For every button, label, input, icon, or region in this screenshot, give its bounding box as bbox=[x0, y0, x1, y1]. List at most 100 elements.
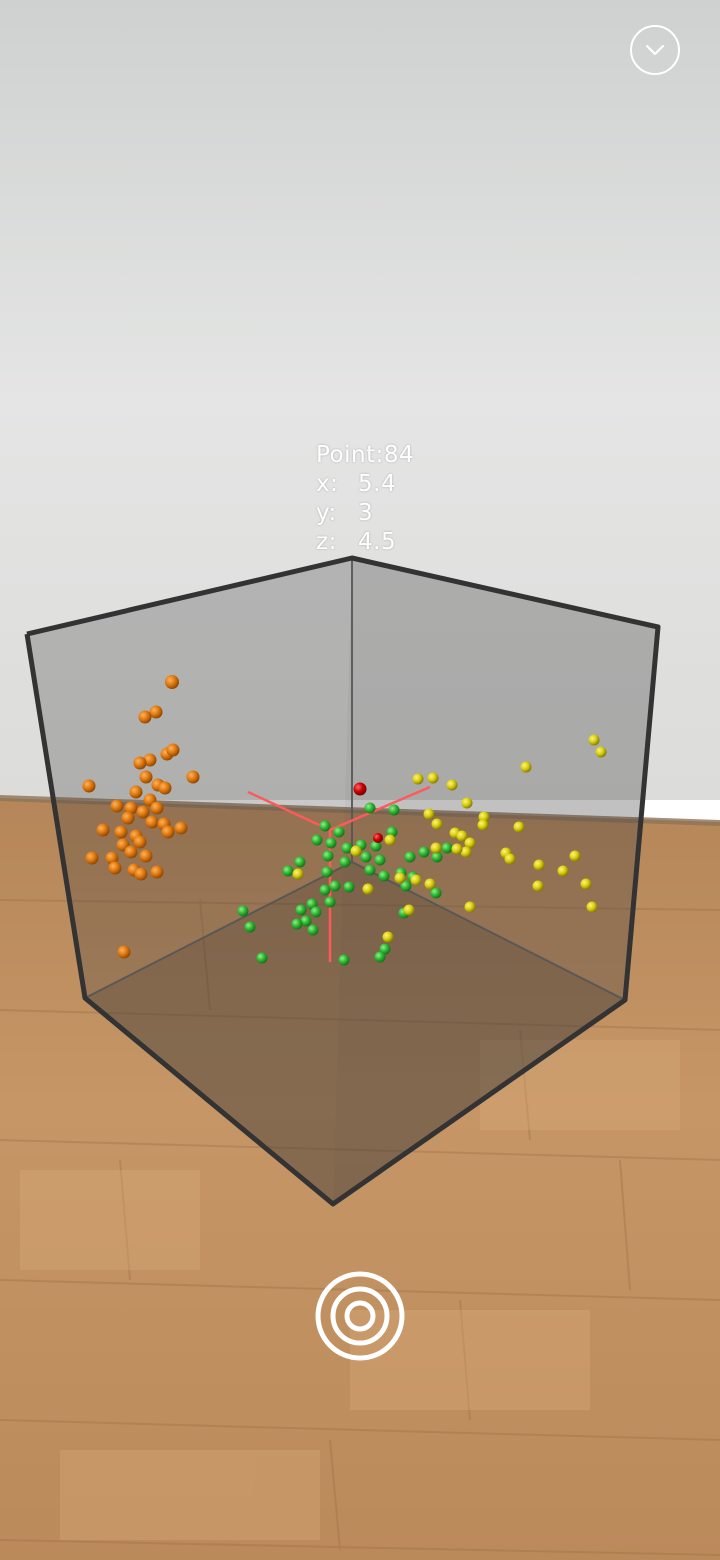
data-point-sphere bbox=[412, 773, 424, 785]
collapse-button[interactable] bbox=[630, 25, 680, 75]
data-point-sphere bbox=[114, 825, 128, 839]
data-point-sphere bbox=[430, 842, 442, 854]
point-row: Point: 84 bbox=[316, 441, 414, 470]
data-point-sphere bbox=[161, 825, 175, 839]
data-point-sphere bbox=[319, 820, 331, 832]
data-point-sphere bbox=[343, 881, 355, 893]
z-row: z: 4.5 bbox=[316, 528, 414, 557]
data-point-sphere bbox=[588, 734, 600, 746]
data-point-sphere bbox=[136, 805, 150, 819]
data-point-sphere bbox=[244, 921, 256, 933]
data-point-sphere bbox=[388, 804, 400, 816]
data-point-sphere bbox=[382, 931, 394, 943]
data-point-sphere bbox=[129, 785, 143, 799]
data-point-sphere bbox=[460, 846, 472, 858]
data-point-sphere bbox=[360, 851, 372, 863]
data-point-sphere bbox=[513, 821, 525, 833]
data-point-sphere bbox=[237, 905, 249, 917]
x-value: 5.4 bbox=[358, 471, 397, 497]
data-point-sphere bbox=[319, 884, 331, 896]
data-point-sphere bbox=[158, 781, 172, 795]
data-point-sphere bbox=[329, 880, 341, 892]
data-point-sphere bbox=[532, 880, 544, 892]
data-point-sphere bbox=[311, 834, 323, 846]
data-point-sphere bbox=[300, 915, 312, 927]
data-point-sphere bbox=[557, 865, 569, 877]
data-point-sphere bbox=[124, 845, 138, 859]
data-point-sphere bbox=[291, 918, 303, 930]
data-point-sphere bbox=[256, 952, 268, 964]
data-point-sphere bbox=[307, 924, 319, 936]
data-point-sphere bbox=[353, 782, 367, 796]
data-point-sphere bbox=[166, 743, 180, 757]
yellow-cluster bbox=[292, 734, 607, 943]
data-point-sphere bbox=[150, 865, 164, 879]
point-readout: Point: 84 x: 5.4 y: 3 z: 4.5 bbox=[316, 441, 414, 557]
data-point-sphere bbox=[477, 819, 489, 831]
data-point-sphere bbox=[423, 808, 435, 820]
data-point-sphere bbox=[149, 705, 163, 719]
data-point-sphere bbox=[427, 772, 439, 784]
data-point-sphere bbox=[108, 861, 122, 875]
data-point-sphere bbox=[186, 770, 200, 784]
data-point-sphere bbox=[400, 880, 412, 892]
data-point-sphere bbox=[374, 854, 386, 866]
data-point-sphere bbox=[110, 799, 124, 813]
x-label: x: bbox=[316, 471, 339, 497]
data-point-sphere bbox=[174, 821, 188, 835]
data-point-sphere bbox=[364, 864, 376, 876]
point-number: 84 bbox=[383, 442, 415, 468]
data-point-sphere bbox=[478, 811, 490, 823]
data-point-sphere bbox=[456, 830, 468, 842]
floor-background bbox=[0, 795, 720, 1560]
data-point-sphere bbox=[373, 833, 383, 843]
data-point-sphere bbox=[338, 954, 350, 966]
data-point-sphere bbox=[150, 801, 164, 815]
data-point-sphere bbox=[431, 818, 443, 830]
chevron-down-icon bbox=[645, 44, 665, 56]
plot-cube bbox=[24, 555, 661, 1207]
data-point-sphere bbox=[384, 834, 396, 846]
data-point-sphere bbox=[374, 951, 386, 963]
data-point-sphere bbox=[586, 901, 598, 913]
data-point-sphere bbox=[117, 945, 131, 959]
data-point-sphere bbox=[464, 837, 476, 849]
data-point-sphere bbox=[362, 883, 374, 895]
data-point-sphere bbox=[322, 850, 334, 862]
data-point-sphere bbox=[133, 835, 147, 849]
data-point-sphere bbox=[139, 770, 153, 784]
data-point-sphere bbox=[310, 906, 322, 918]
data-point-sphere bbox=[295, 904, 307, 916]
data-point-sphere bbox=[138, 710, 152, 724]
wall-background bbox=[0, 0, 720, 800]
data-point-sphere bbox=[533, 859, 545, 871]
data-point-sphere bbox=[350, 845, 362, 857]
data-point-sphere bbox=[282, 865, 294, 877]
data-point-sphere bbox=[133, 756, 147, 770]
data-point-sphere bbox=[134, 867, 148, 881]
data-point-sphere bbox=[145, 815, 159, 829]
data-point-sphere bbox=[595, 746, 607, 758]
data-point-sphere bbox=[431, 851, 443, 863]
data-point-sphere bbox=[504, 853, 516, 865]
data-point-sphere bbox=[569, 850, 581, 862]
data-point-sphere bbox=[520, 761, 532, 773]
x-row: x: 5.4 bbox=[316, 470, 414, 499]
selected-points bbox=[353, 782, 383, 843]
data-point-sphere bbox=[325, 837, 337, 849]
data-point-sphere bbox=[370, 840, 382, 852]
data-point-sphere bbox=[85, 851, 99, 865]
data-point-sphere bbox=[379, 943, 391, 955]
data-point-sphere bbox=[451, 843, 463, 855]
data-point-sphere bbox=[324, 896, 336, 908]
point-label: Point: bbox=[316, 442, 384, 468]
data-point-sphere bbox=[333, 826, 345, 838]
capture-button[interactable] bbox=[314, 1270, 406, 1362]
data-point-sphere bbox=[165, 675, 179, 689]
data-point-sphere bbox=[394, 872, 406, 884]
data-point-sphere bbox=[418, 846, 430, 858]
data-point-sphere bbox=[580, 878, 592, 890]
data-point-sphere bbox=[82, 779, 96, 793]
data-point-sphere bbox=[424, 878, 436, 890]
z-label: z: bbox=[316, 529, 337, 555]
